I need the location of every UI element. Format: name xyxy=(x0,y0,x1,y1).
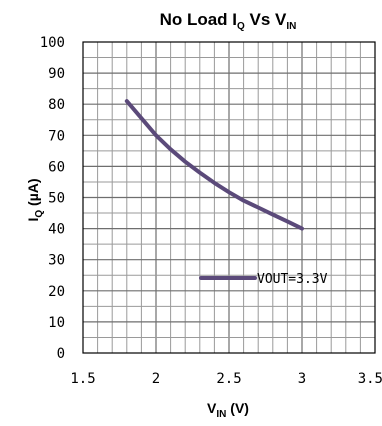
grid xyxy=(83,42,375,353)
series-layer xyxy=(124,99,304,231)
x-tick-label: 3.5 xyxy=(358,371,382,387)
legend-label: VOUT=3.3V xyxy=(257,272,328,287)
legend: VOUT=3.3V xyxy=(199,272,328,287)
y-tick-label: 70 xyxy=(48,128,65,144)
y-tick-label: 0 xyxy=(57,346,65,362)
x-tick-label: 1.5 xyxy=(70,371,95,387)
plot-area-border xyxy=(82,41,376,354)
y-tick-label: 50 xyxy=(48,191,65,207)
y-tick-label: 80 xyxy=(48,97,65,113)
series-line xyxy=(124,99,304,231)
y-tick-label: 20 xyxy=(48,284,65,300)
x-tick-label: 3 xyxy=(298,371,306,387)
y-tick-label: 10 xyxy=(48,315,65,331)
x-tick-label: 2 xyxy=(152,371,160,387)
y-tick-label: 60 xyxy=(48,159,65,175)
x-tick-label: 2.5 xyxy=(216,371,241,387)
y-tick-label: 100 xyxy=(40,35,65,51)
x-axis-ticks: 1.5 2 2.5 3 3.5 xyxy=(70,371,382,387)
x-axis-label: VIN (V) xyxy=(207,400,249,420)
y-tick-label: 90 xyxy=(48,66,65,82)
chart-title: No Load IQ Vs VIN xyxy=(160,10,297,32)
y-axis-ticks: 0 10 20 30 40 50 60 70 80 90 100 xyxy=(40,35,65,362)
y-axis-label: IQ (µA) xyxy=(25,178,45,221)
y-tick-label: 30 xyxy=(48,253,65,269)
y-tick-label: 40 xyxy=(48,222,65,238)
